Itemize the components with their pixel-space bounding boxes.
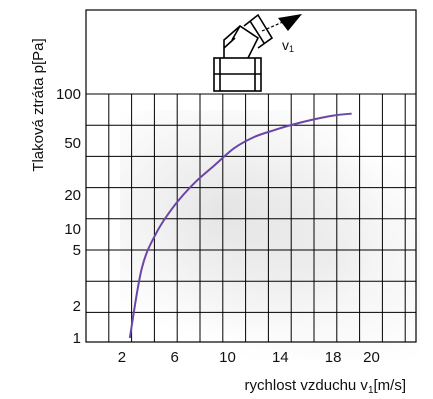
velocity-label: v1 bbox=[282, 37, 294, 54]
y-tick-label: 10 bbox=[64, 221, 81, 238]
y-axis-title: Tlaková ztráta p[Pa] bbox=[30, 38, 47, 171]
x-tick-labels: 2 6 10 14 18 20 bbox=[118, 349, 380, 366]
y-tick-labels: 100 50 20 10 5 2 1 bbox=[56, 86, 81, 347]
y-tick-label: 20 bbox=[64, 187, 81, 204]
series-group bbox=[128, 112, 352, 339]
arrow-icon bbox=[278, 14, 302, 31]
grid bbox=[86, 93, 416, 342]
x-tick-label: 18 bbox=[325, 349, 342, 366]
x-axis-title: rychlost vzduchu v1[m/s] bbox=[245, 377, 406, 396]
y-tick-label: 1 bbox=[73, 330, 81, 347]
x-tick-label: 14 bbox=[272, 349, 289, 366]
chart-frame bbox=[85, 9, 417, 343]
x-tick-label: 6 bbox=[171, 349, 179, 366]
y-tick-label: 100 bbox=[56, 86, 81, 103]
x-tick-label: 2 bbox=[118, 349, 126, 366]
duct-elbow bbox=[223, 24, 260, 59]
x-tick-label: 20 bbox=[363, 349, 380, 366]
y-tick-label: 5 bbox=[73, 242, 81, 259]
duct-elbow-diagram bbox=[213, 13, 286, 92]
flow-direction-line bbox=[261, 20, 286, 32]
duct-outlet bbox=[243, 13, 274, 49]
series-line bbox=[128, 112, 352, 339]
y-tick-label: 50 bbox=[64, 135, 81, 152]
x-tick-label: 10 bbox=[219, 349, 236, 366]
y-tick-label: 2 bbox=[73, 298, 81, 315]
